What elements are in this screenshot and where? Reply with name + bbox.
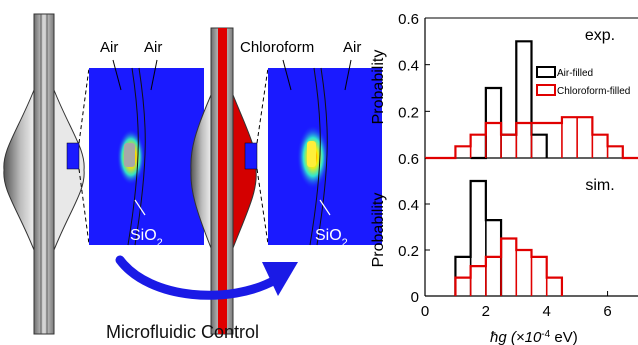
label-chloroform: Chloroform [240,39,314,56]
bot-ytick-label-0: 0 [411,289,419,306]
legend-label-air: Air-filled [557,68,593,79]
bars-top [424,17,638,160]
legend-swatch-chloroform [536,84,556,96]
fiber-chloroform-filled [190,27,258,335]
top-series-air [470,40,548,160]
panel-label-exp: exp. [585,27,615,44]
bot-ytick-label-1: 0.2 [398,243,419,260]
arrow-chloroform [282,59,292,91]
arrow-air-2 [344,59,352,91]
label-air-right: Air [144,39,162,56]
zoom-line-bottom [78,168,90,245]
fiber-air-filled [3,13,85,335]
label-sio2-2: SiO2 [315,227,348,249]
legend-label-chloroform: Chloroform-filled [557,86,630,97]
panel-label-sim: sim. [585,177,614,194]
xtick-label-2: 4 [543,303,551,320]
zoom-line-bottom-2 [256,168,269,245]
xtick-label-0: 0 [421,303,429,320]
arrow-air-right [150,59,158,91]
ylabel-top: Probability [370,50,387,125]
arrow-sio2-1 [134,199,146,216]
top-ytick-label-2: 0.2 [398,104,419,121]
top-ytick-label-3: 0.6 [398,151,419,168]
top-ytick-label-0: 0.6 [398,11,419,28]
control-arrow [115,255,280,300]
bot-ytick-label-2: 0.4 [398,197,419,214]
legend-swatch-air [536,66,556,78]
field-panel-chloroform [268,59,382,246]
xtick-label-1: 2 [482,303,490,320]
arrow-sio2-2 [319,199,331,216]
control-arrow-head [262,262,298,296]
xlabel: ħg (×10-4 eV) [490,329,578,345]
zoom-line-top [78,67,90,144]
ylabel-bottom: Probability [370,193,387,268]
histogram-sim: Probability sim. 0 0.2 0.4 0 2 4 6 ħg (×10-4 … [370,158,638,345]
xtick-label-3: 6 [603,303,611,320]
bars-bottom [424,158,638,297]
top-ytick-label-1: 0.4 [398,58,419,75]
label-air-right-2: Air [343,39,361,56]
bot-series-air [454,179,503,296]
caption-microfluidic: Microfluidic Control [106,322,259,342]
label-air-left: Air [100,39,118,56]
field-panel-air [89,59,204,246]
arrow-air-left [112,59,122,91]
zoom-line-top-2 [256,67,269,144]
histogram-exp: Probability exp. 0.6 0.4 0.2 0.6 Air-filled… [370,11,638,168]
label-sio2-1: SiO2 [130,227,163,249]
legend: Air-filled Chloroform-filled [536,66,630,97]
